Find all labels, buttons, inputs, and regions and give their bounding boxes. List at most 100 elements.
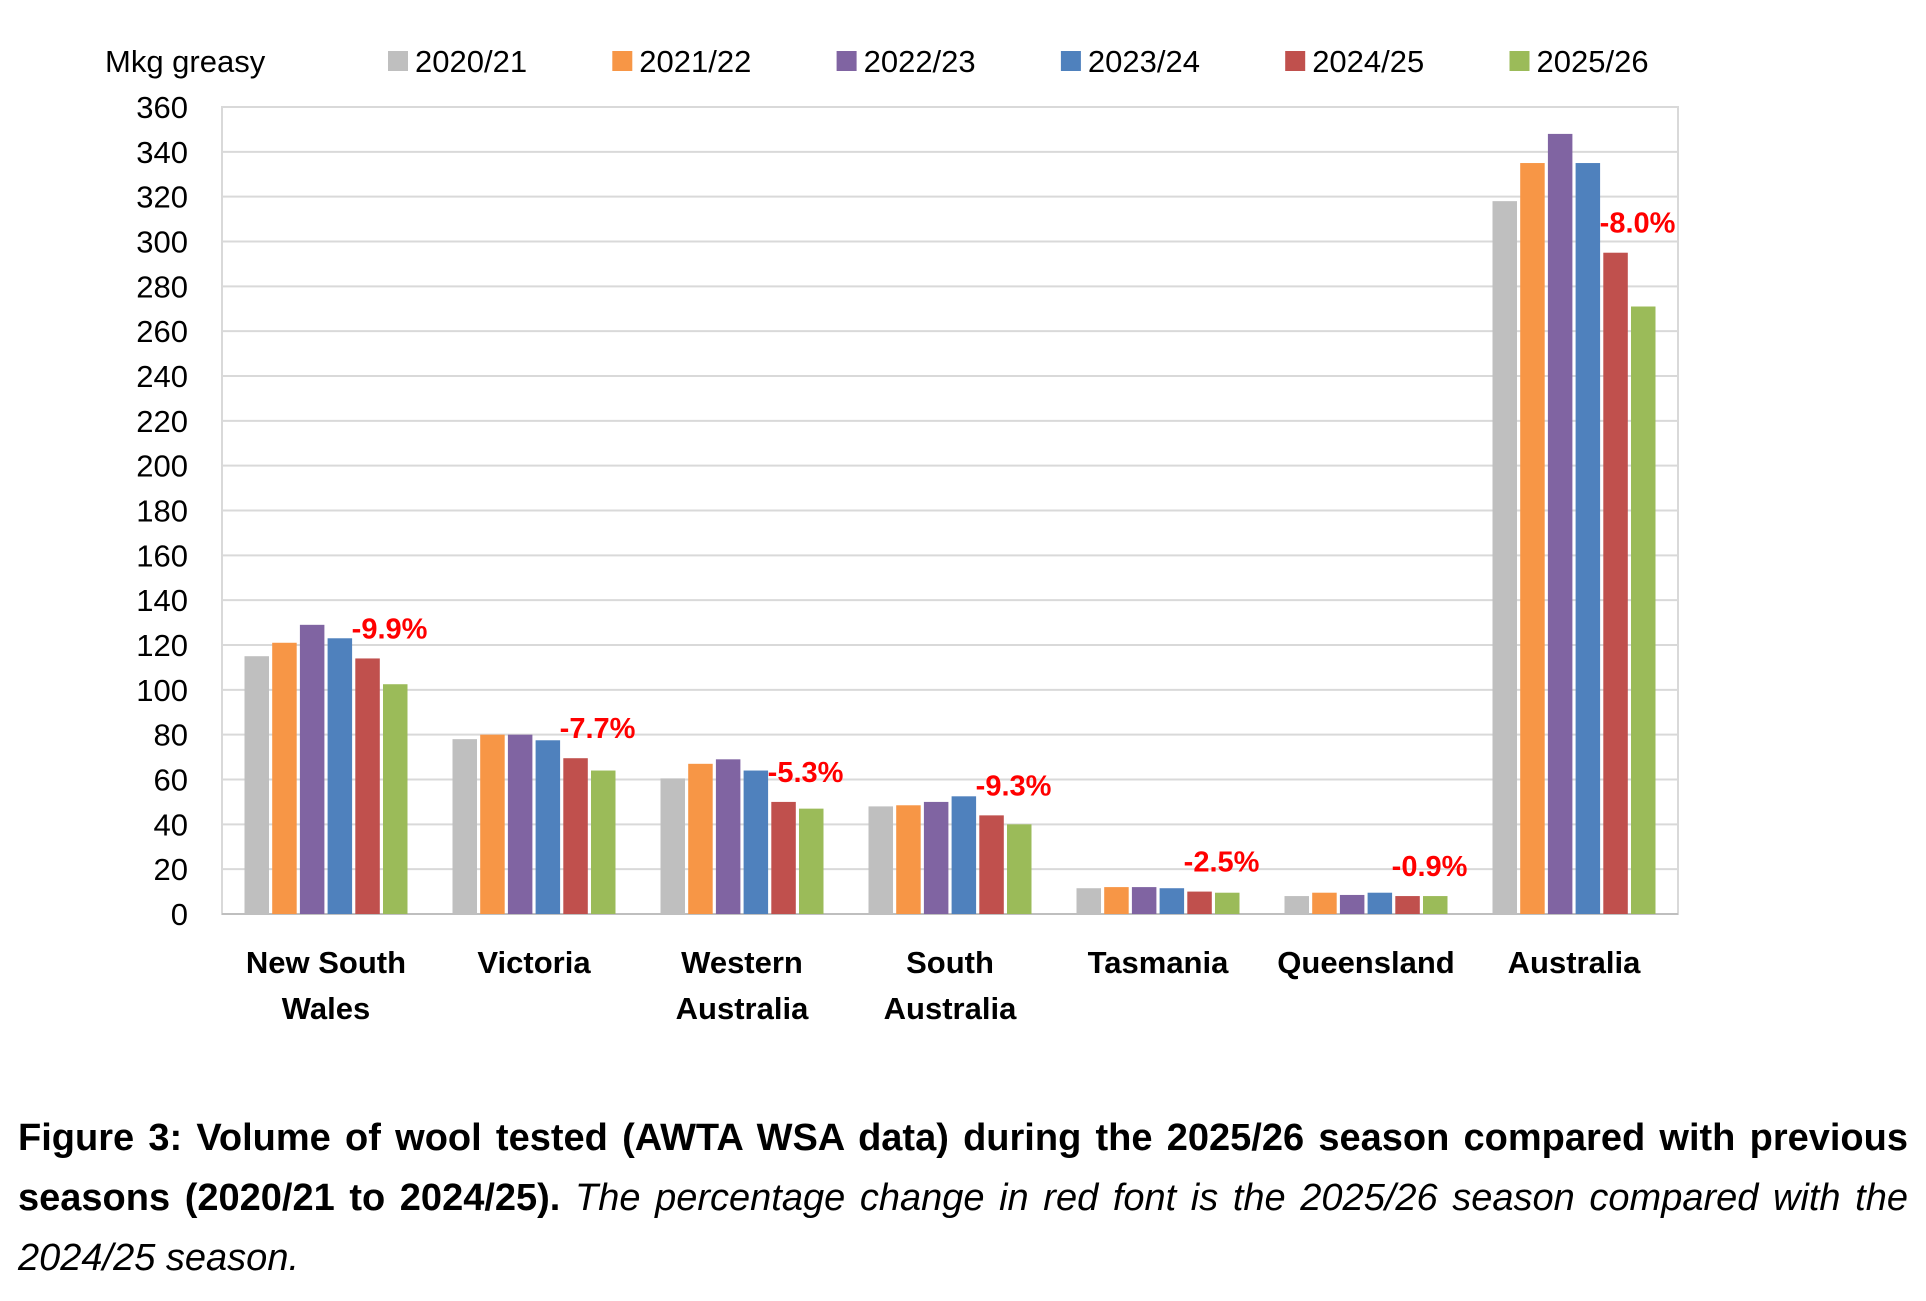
legend-label: 2021/22 [639, 44, 751, 79]
bar [1104, 887, 1129, 914]
bar [688, 763, 713, 914]
percent-change-label: -9.9% [352, 613, 428, 645]
y-tick-label: 360 [136, 90, 188, 125]
figure-caption: Figure 3: Volume of wool tested (AWTA WS… [18, 1108, 1908, 1288]
percent-change-label: -7.7% [560, 713, 636, 745]
legend-label: 2022/23 [864, 44, 976, 79]
y-tick-label: 300 [136, 225, 188, 260]
x-category-label: Australia [884, 991, 1017, 1026]
y-tick-label: 100 [136, 673, 188, 708]
bar [507, 734, 533, 914]
gridlines [222, 150, 1678, 915]
caption-bold: Figure 3: Volume of wool tested (AWTA WS… [18, 1117, 1908, 1219]
bar [1312, 892, 1337, 914]
bar [1492, 201, 1517, 914]
bar [591, 770, 616, 914]
legend-swatch [612, 51, 633, 71]
y-tick-label: 320 [136, 180, 188, 215]
bar [1547, 133, 1573, 914]
legend-label: 2023/24 [1088, 44, 1200, 79]
bar [923, 801, 949, 914]
bar [272, 642, 297, 914]
y-tick-label: 0 [171, 897, 188, 932]
legend-label: 2020/21 [415, 44, 527, 79]
bar [535, 740, 561, 914]
bar [660, 778, 685, 914]
bar [771, 801, 796, 914]
bar [244, 656, 269, 914]
y-tick-label: 260 [136, 314, 188, 349]
bar [1187, 891, 1212, 914]
bar [715, 759, 741, 914]
bar [1367, 892, 1393, 914]
y-tick-label: 60 [154, 763, 188, 798]
bar [1631, 306, 1656, 915]
bar [383, 684, 408, 914]
bar [1131, 887, 1157, 914]
percent-change-label: -0.9% [1392, 851, 1468, 883]
x-category-label: Australia [1508, 945, 1641, 980]
bar [1159, 888, 1185, 914]
bar [951, 796, 977, 914]
legend-swatch [1285, 51, 1306, 71]
bar [1423, 896, 1448, 914]
bar [563, 758, 588, 914]
x-category-label: New South [246, 945, 406, 980]
bar [1215, 892, 1240, 914]
caption-italic: The percentage change in red font is the… [18, 1177, 1908, 1279]
bar [868, 806, 893, 914]
y-tick-label: 240 [136, 359, 188, 394]
percent-annotations: -9.9% -7.7% -5.3% -9.3% -2.5% -0.9% -8.0% [352, 208, 1676, 883]
legend-label: 2025/26 [1537, 44, 1649, 79]
y-tick-label: 180 [136, 494, 188, 529]
y-tick-label: 340 [136, 135, 188, 170]
percent-change-label: -2.5% [1184, 847, 1260, 879]
x-category-label: Victoria [477, 945, 591, 980]
legend-label: 2024/25 [1312, 44, 1424, 79]
percent-change-label: -9.3% [976, 770, 1052, 802]
x-category-label: South [906, 945, 994, 980]
x-category-label: Queensland [1277, 945, 1454, 980]
percent-change-label: -8.0% [1600, 208, 1676, 240]
y-tick-label: 80 [154, 718, 188, 753]
bar [1395, 896, 1420, 914]
legend-swatch [388, 51, 408, 71]
bar [1520, 163, 1545, 914]
x-axis-categories: New South Wales Victoria Western Australia So… [246, 945, 1641, 1026]
y-tick-label: 200 [136, 449, 188, 484]
bar [452, 739, 477, 914]
bar [743, 770, 769, 914]
bar [355, 658, 380, 914]
x-category-label: Australia [676, 991, 809, 1026]
bar [799, 808, 824, 914]
legend-swatch [1060, 51, 1081, 71]
legend-swatch [1509, 51, 1530, 71]
bar [979, 815, 1004, 914]
bar [1007, 824, 1032, 914]
y-axis-ticks: 0 20 40 60 80 100 120 140 160 180 200 220 240 260 280 3… [136, 90, 188, 932]
bar [896, 805, 921, 914]
y-axis-label: Mkg greasy [105, 44, 266, 79]
bar [480, 734, 505, 914]
y-tick-label: 140 [136, 583, 188, 618]
x-category-label: Western [681, 945, 803, 980]
legend: 2020/21 2021/22 2022/23 2023/24 2024/25 2025/… [388, 44, 1649, 79]
y-tick-label: 220 [136, 404, 188, 439]
bar [1575, 163, 1601, 914]
y-tick-label: 120 [136, 628, 188, 663]
x-category-label: Tasmania [1088, 945, 1229, 980]
y-tick-label: 280 [136, 269, 188, 304]
bar [1603, 252, 1628, 915]
percent-change-label: -5.3% [768, 757, 844, 789]
wool-volume-chart: 0 20 40 60 80 100 120 140 160 180 200 220 240 260 280 3… [105, 44, 1679, 1026]
bar [1076, 888, 1101, 914]
bar [1339, 894, 1365, 914]
y-tick-label: 20 [154, 852, 188, 887]
bar [1284, 896, 1309, 914]
bars [244, 133, 1656, 915]
bar [327, 638, 353, 914]
legend-swatch [836, 51, 857, 71]
bar [299, 624, 325, 914]
y-tick-label: 40 [154, 807, 188, 842]
y-tick-label: 160 [136, 538, 188, 573]
